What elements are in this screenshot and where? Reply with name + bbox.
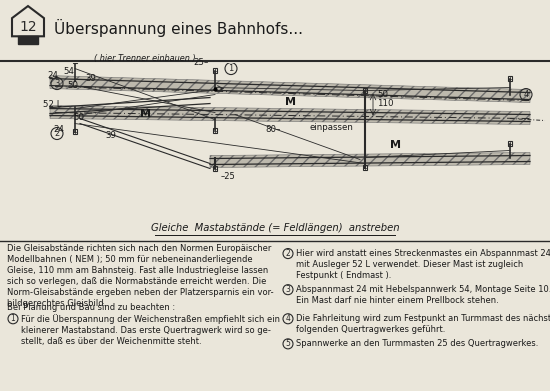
Text: –25: –25 — [221, 172, 236, 181]
Bar — [213, 128, 217, 133]
Text: M: M — [285, 97, 296, 106]
Text: M: M — [140, 109, 151, 118]
Polygon shape — [210, 152, 530, 167]
Text: 1: 1 — [10, 314, 15, 323]
Text: Abspannmast 24 mit Hebelspannwerk 54, Montage Seite 10.
Ein Mast darf nie hinter: Abspannmast 24 mit Hebelspannwerk 54, Mo… — [296, 285, 550, 305]
Text: Hier wird anstatt eines Streckenmastes ein Abspannmast 24
mit Ausleger 52 L verw: Hier wird anstatt eines Streckenmastes e… — [296, 249, 550, 280]
Text: 54: 54 — [63, 66, 74, 75]
Text: M: M — [390, 140, 401, 149]
Text: 80–: 80– — [265, 124, 280, 133]
Bar — [508, 76, 512, 81]
Text: 110: 110 — [377, 99, 393, 108]
Bar — [363, 165, 367, 170]
Bar — [18, 36, 38, 44]
Text: 50: 50 — [73, 113, 84, 122]
Text: Für die Überspannung der Weichenstraßen empfiehlt sich ein
kleinerer Mastabstand: Für die Überspannung der Weichenstraßen … — [21, 314, 280, 346]
Bar — [213, 166, 217, 171]
Bar — [73, 58, 77, 63]
Text: einpassen: einpassen — [310, 122, 354, 131]
Text: 24: 24 — [53, 124, 64, 133]
Text: 3: 3 — [54, 79, 60, 88]
Text: 39: 39 — [105, 131, 116, 140]
Text: 50: 50 — [67, 81, 78, 90]
Text: Überspannung eines Bahnhofs...: Überspannung eines Bahnhofs... — [54, 19, 303, 37]
Text: 24: 24 — [47, 70, 58, 79]
Text: 52 L: 52 L — [43, 100, 62, 109]
Text: ( hier Trenner einbauen ): ( hier Trenner einbauen ) — [94, 54, 196, 63]
Text: 4: 4 — [524, 90, 529, 99]
Bar — [213, 68, 217, 73]
Text: 5: 5 — [285, 339, 290, 348]
Text: 2: 2 — [54, 129, 59, 138]
Bar — [363, 88, 367, 93]
Bar — [508, 141, 512, 146]
Text: Spannwerke an den Turmmasten 25 des Quertragwerkes.: Spannwerke an den Turmmasten 25 des Quer… — [296, 339, 538, 348]
Text: 2: 2 — [285, 249, 290, 258]
Text: 3: 3 — [285, 285, 290, 294]
Text: Gleiche  Mastabstände (= Feldlängen)  anstreben: Gleiche Mastabstände (= Feldlängen) anst… — [151, 224, 399, 233]
Text: 25–: 25– — [193, 57, 208, 66]
Text: Die Gleisabstände richten sich nach den Normen Europäischer
Modellbahnen ( NEM ): Die Gleisabstände richten sich nach den … — [7, 244, 274, 308]
Text: 39: 39 — [85, 74, 96, 83]
Polygon shape — [50, 106, 530, 124]
Polygon shape — [50, 75, 530, 102]
Text: Bei Planung und Bau sind zu beachten :: Bei Planung und Bau sind zu beachten : — [7, 303, 175, 312]
Text: 4: 4 — [285, 314, 290, 323]
Bar — [73, 129, 77, 134]
Text: Die Fahrleitung wird zum Festpunkt an Turmmast des nächst-
folgenden Quertragwer: Die Fahrleitung wird zum Festpunkt an Tu… — [296, 314, 550, 334]
Text: 12: 12 — [19, 20, 37, 34]
Text: 50: 50 — [377, 90, 388, 99]
Text: 1: 1 — [228, 64, 234, 73]
